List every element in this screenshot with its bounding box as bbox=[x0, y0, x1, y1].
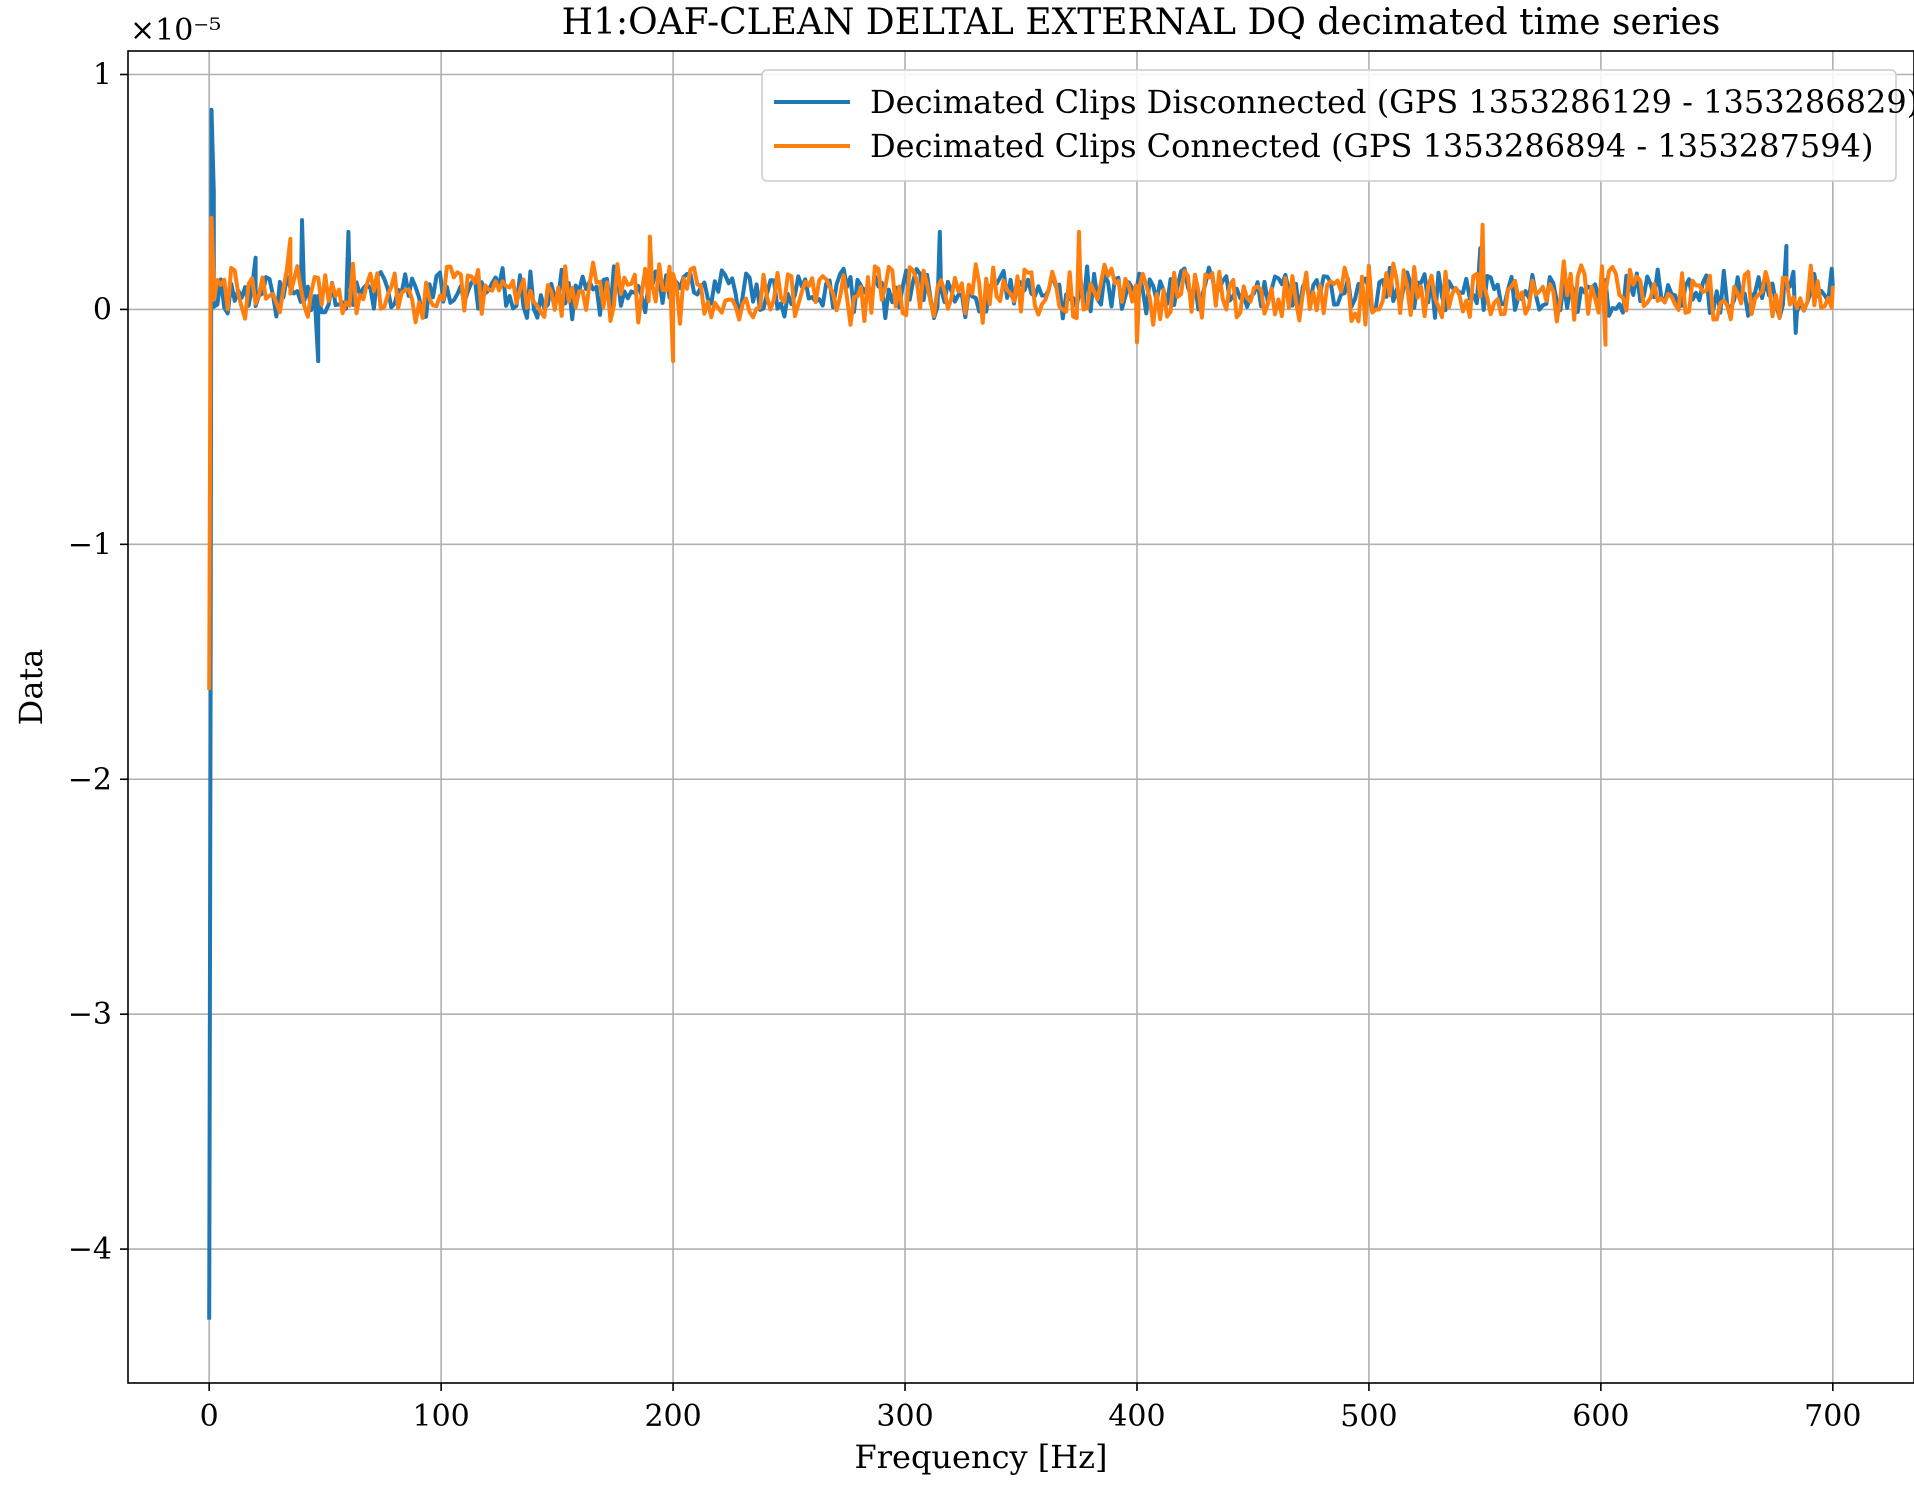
plot-frame bbox=[127, 50, 1914, 1384]
y-axis-scale-label: ×10⁻⁵ bbox=[130, 13, 221, 48]
y-tick-label: −4 bbox=[68, 1232, 112, 1267]
chart-title: H1:OAF-CLEAN DELTAL EXTERNAL DQ decimate… bbox=[562, 2, 1721, 43]
legend-entry-disconnected: Decimated Clips Disconnected (GPS 135328… bbox=[870, 83, 1914, 121]
y-tick-label: −2 bbox=[68, 762, 112, 797]
x-axis-ticks: 0 100 200 300 400 500 600 700 bbox=[200, 1383, 1861, 1434]
series-line-connected bbox=[207, 215, 1835, 691]
x-tick-label: 200 bbox=[644, 1399, 701, 1434]
x-tick-label: 400 bbox=[1108, 1399, 1165, 1434]
legend-entry-connected: Decimated Clips Connected (GPS 135328689… bbox=[870, 127, 1873, 165]
x-tick-label: 600 bbox=[1572, 1399, 1629, 1434]
series-lines bbox=[207, 107, 1835, 1320]
legend-box bbox=[761, 69, 1897, 182]
grid bbox=[128, 51, 1914, 1383]
y-tick-label: −1 bbox=[68, 527, 112, 562]
y-tick-label: 0 bbox=[93, 292, 112, 327]
x-tick-label: 500 bbox=[1340, 1399, 1397, 1434]
x-tick-label: 300 bbox=[876, 1399, 933, 1434]
x-tick-label: 0 bbox=[200, 1399, 219, 1434]
legend: Decimated Clips Disconnected (GPS 135328… bbox=[761, 69, 1914, 182]
y-tick-label: 1 bbox=[93, 57, 112, 92]
y-axis-ticks: 1 0 −1 −2 −3 −4 bbox=[68, 57, 128, 1267]
y-tick-label: −3 bbox=[68, 997, 112, 1032]
x-tick-label: 100 bbox=[412, 1399, 469, 1434]
y-axis-label: Data bbox=[12, 649, 50, 726]
x-axis-label: Frequency [Hz] bbox=[855, 1438, 1108, 1476]
x-tick-label: 700 bbox=[1804, 1399, 1861, 1434]
